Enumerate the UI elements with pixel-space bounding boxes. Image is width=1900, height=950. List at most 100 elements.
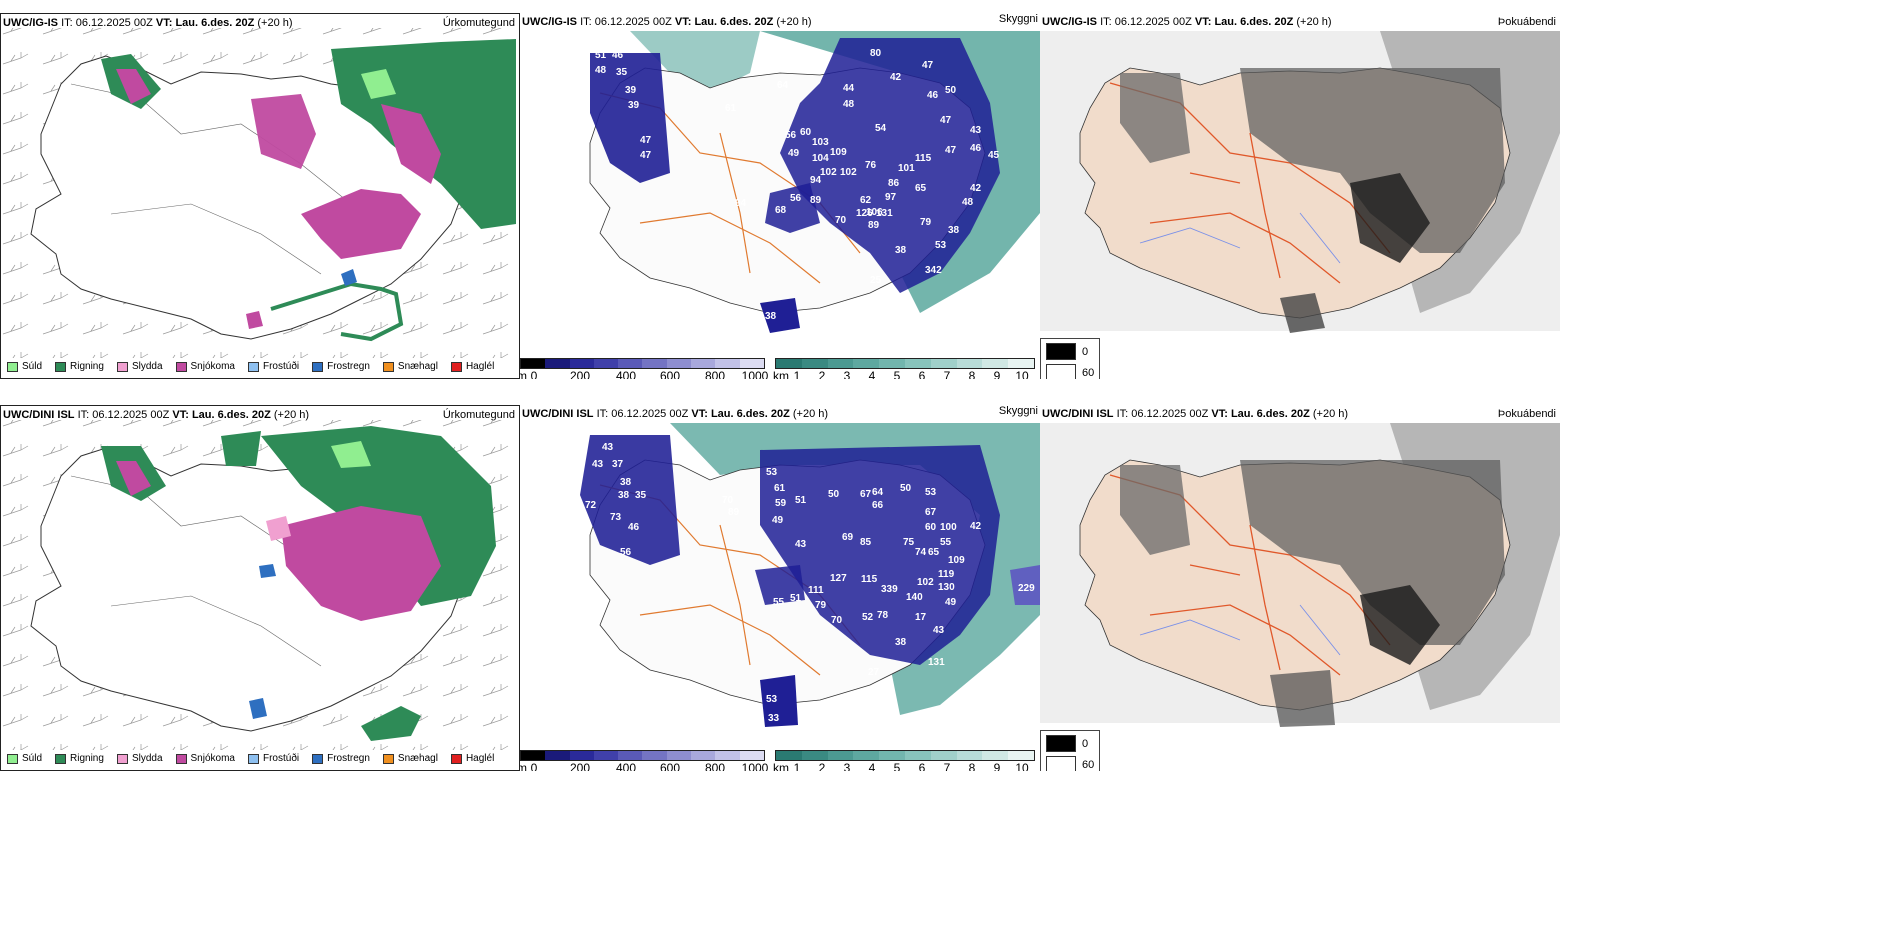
legend-item: Snæhagl bbox=[382, 753, 438, 764]
legend-item: Rigning bbox=[55, 753, 104, 764]
svg-text:38: 38 bbox=[618, 490, 630, 501]
svg-text:56: 56 bbox=[790, 193, 802, 204]
legend-item: Slydda bbox=[116, 361, 163, 372]
svg-text:64: 64 bbox=[777, 80, 789, 91]
fog-legend-item: 0 bbox=[1046, 343, 1094, 360]
svg-text:104: 104 bbox=[812, 153, 829, 164]
svg-text:38: 38 bbox=[895, 637, 907, 648]
svg-text:43: 43 bbox=[592, 459, 604, 470]
visibility-panel-bottom: UWC/DINI ISL IT: 06.12.2025 00Z VT: Lau.… bbox=[520, 405, 1040, 771]
svg-text:111: 111 bbox=[808, 585, 824, 596]
svg-text:17: 17 bbox=[915, 612, 927, 623]
svg-text:229: 229 bbox=[1018, 583, 1035, 594]
visibility-colorbar-bar bbox=[775, 358, 1035, 369]
legend-item: Súld bbox=[7, 361, 42, 372]
svg-text:65: 65 bbox=[915, 183, 927, 194]
panel-type-title: Þokuábendi bbox=[1497, 16, 1556, 28]
panel-type-title: Úrkomutegund bbox=[442, 409, 515, 421]
svg-text:60: 60 bbox=[925, 522, 937, 533]
svg-text:89: 89 bbox=[810, 195, 822, 206]
svg-text:106: 106 bbox=[866, 207, 883, 218]
svg-text:52: 52 bbox=[862, 612, 874, 623]
svg-text:35: 35 bbox=[616, 67, 628, 78]
fog-legend: 0 60 bbox=[1040, 338, 1101, 379]
svg-text:55: 55 bbox=[940, 537, 952, 548]
svg-text:46: 46 bbox=[628, 522, 640, 533]
svg-text:42: 42 bbox=[890, 72, 902, 83]
svg-text:47: 47 bbox=[640, 135, 652, 146]
svg-text:102: 102 bbox=[820, 167, 837, 178]
legend-item: Haglél bbox=[450, 753, 494, 764]
panel-header: UWC/DINI ISL IT: 06.12.2025 00Z VT: Lau.… bbox=[1042, 408, 1349, 420]
legend-item: Haglél bbox=[450, 361, 494, 372]
panel-header: UWC/DINI ISL IT: 06.12.2025 00Z VT: Lau.… bbox=[3, 409, 310, 421]
panel-header: UWC/IG-IS IT: 06.12.2025 00Z VT: Lau. 6.… bbox=[522, 16, 812, 28]
panel-type-title: Skyggni bbox=[998, 405, 1038, 417]
svg-text:42: 42 bbox=[970, 521, 982, 532]
legend-item: Snjókoma bbox=[175, 753, 235, 764]
panel-type-title: Þokuábendi bbox=[1497, 408, 1556, 420]
legend-swatch bbox=[247, 361, 259, 372]
svg-text:66: 66 bbox=[872, 500, 884, 511]
fog-map bbox=[1040, 423, 1560, 727]
svg-text:85: 85 bbox=[860, 537, 872, 548]
svg-text:51: 51 bbox=[795, 495, 807, 506]
svg-text:56: 56 bbox=[785, 130, 797, 141]
svg-text:43: 43 bbox=[795, 539, 807, 550]
svg-text:47: 47 bbox=[940, 115, 952, 126]
svg-text:49: 49 bbox=[772, 515, 784, 526]
svg-text:70: 70 bbox=[831, 615, 843, 626]
svg-text:50: 50 bbox=[828, 489, 840, 500]
svg-text:50: 50 bbox=[900, 483, 912, 494]
svg-text:43: 43 bbox=[970, 125, 982, 136]
svg-text:38: 38 bbox=[765, 311, 777, 322]
svg-text:46: 46 bbox=[970, 143, 982, 154]
svg-text:37: 37 bbox=[612, 459, 624, 470]
legend-swatch bbox=[55, 753, 67, 764]
height-colorbar-bar bbox=[520, 750, 765, 761]
svg-text:53: 53 bbox=[925, 487, 937, 498]
svg-text:119: 119 bbox=[938, 569, 955, 580]
legend-item: Rigning bbox=[55, 361, 104, 372]
legend-swatch bbox=[247, 753, 259, 764]
svg-text:109: 109 bbox=[830, 147, 847, 158]
precip-legend: Súld Rigning Slydda Snjókoma Frostúði Fr… bbox=[7, 361, 494, 372]
panel-header: UWC/DINI ISL IT: 06.12.2025 00Z VT: Lau.… bbox=[522, 408, 829, 420]
legend-swatch bbox=[382, 753, 394, 764]
svg-text:78: 78 bbox=[877, 610, 889, 621]
height-ticks: m 0 200 400 600 800 1000 bbox=[520, 761, 769, 771]
legend-swatch bbox=[312, 753, 324, 764]
svg-text:342: 342 bbox=[925, 265, 942, 276]
svg-text:47: 47 bbox=[945, 145, 957, 156]
height-colorbar: m 0 200 400 600 800 1000 bbox=[520, 358, 769, 379]
svg-text:43: 43 bbox=[933, 625, 945, 636]
svg-text:61: 61 bbox=[725, 103, 737, 114]
fog-legend-item: 60 bbox=[1046, 756, 1094, 771]
fog-panel-bottom: UWC/DINI ISL IT: 06.12.2025 00Z VT: Lau.… bbox=[1040, 405, 1560, 771]
svg-text:61: 61 bbox=[774, 483, 786, 494]
visibility-colorbar: km 1 2 3 4 5 6 7 8 9 10 bbox=[773, 750, 1035, 771]
svg-text:130: 130 bbox=[938, 582, 955, 593]
svg-text:115: 115 bbox=[915, 153, 932, 164]
panel-type-title: Skyggni bbox=[998, 13, 1038, 25]
legend-item: Snæhagl bbox=[382, 361, 438, 372]
svg-text:65: 65 bbox=[928, 547, 940, 558]
fog-legend-item: 0 bbox=[1046, 735, 1094, 752]
svg-text:62: 62 bbox=[860, 195, 872, 206]
legend-item: Frostregn bbox=[312, 753, 370, 764]
svg-text:47: 47 bbox=[922, 60, 934, 71]
svg-text:54: 54 bbox=[875, 123, 887, 134]
svg-text:89: 89 bbox=[728, 507, 740, 518]
svg-text:60: 60 bbox=[800, 127, 812, 138]
height-ticks: m 0 200 400 600 800 1000 bbox=[520, 369, 769, 379]
svg-text:45: 45 bbox=[988, 150, 1000, 161]
svg-text:48: 48 bbox=[595, 65, 607, 76]
svg-text:38: 38 bbox=[620, 477, 632, 488]
svg-text:25: 25 bbox=[870, 275, 882, 286]
visibility-colorbar: km 1 2 3 4 5 6 7 8 9 10 bbox=[773, 358, 1035, 379]
svg-text:72: 72 bbox=[585, 500, 597, 511]
svg-text:42: 42 bbox=[970, 183, 982, 194]
svg-text:49: 49 bbox=[945, 597, 957, 608]
